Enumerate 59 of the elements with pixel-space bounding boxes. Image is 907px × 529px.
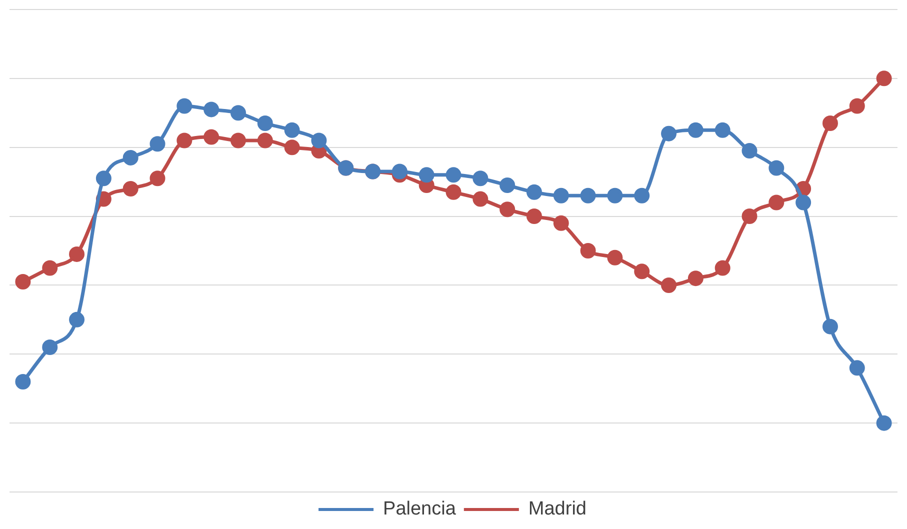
legend-label: Palencia — [383, 498, 456, 520]
point — [526, 184, 542, 200]
point — [311, 132, 327, 148]
point — [446, 184, 462, 200]
point — [876, 70, 892, 86]
point — [768, 194, 784, 210]
point — [526, 208, 542, 224]
point — [150, 136, 166, 152]
point — [500, 178, 516, 194]
point — [176, 132, 192, 148]
point — [418, 167, 434, 183]
point — [796, 194, 812, 210]
point — [204, 129, 220, 145]
point — [257, 132, 273, 148]
point — [15, 374, 31, 390]
point — [122, 150, 138, 166]
point — [446, 167, 462, 183]
point — [822, 115, 838, 131]
point — [15, 274, 31, 290]
point — [688, 122, 704, 138]
point — [714, 260, 730, 276]
point — [553, 188, 569, 204]
point — [607, 250, 623, 266]
point — [96, 170, 112, 186]
point — [176, 98, 192, 114]
point — [257, 115, 273, 131]
point — [472, 191, 488, 207]
point — [580, 243, 596, 258]
point — [876, 415, 892, 431]
point — [230, 105, 246, 121]
point — [204, 102, 220, 118]
point — [634, 264, 650, 280]
point — [661, 126, 677, 142]
point — [742, 208, 758, 224]
point — [768, 160, 784, 176]
point — [392, 164, 408, 180]
point — [42, 340, 58, 355]
point — [714, 122, 730, 138]
point — [284, 122, 300, 138]
point — [607, 188, 623, 204]
point — [500, 202, 516, 218]
point — [742, 143, 758, 159]
point — [472, 170, 488, 186]
point — [69, 246, 85, 262]
point — [849, 360, 865, 376]
point — [553, 215, 569, 231]
point — [42, 260, 58, 276]
point — [122, 180, 138, 196]
point — [661, 277, 677, 293]
point — [284, 140, 300, 156]
point — [634, 188, 650, 204]
point — [580, 188, 596, 204]
point — [230, 132, 246, 148]
point — [688, 270, 704, 286]
point — [822, 318, 838, 334]
legend-label: Madrid — [528, 498, 586, 520]
point — [849, 98, 865, 114]
point — [150, 170, 166, 186]
point — [69, 312, 85, 328]
